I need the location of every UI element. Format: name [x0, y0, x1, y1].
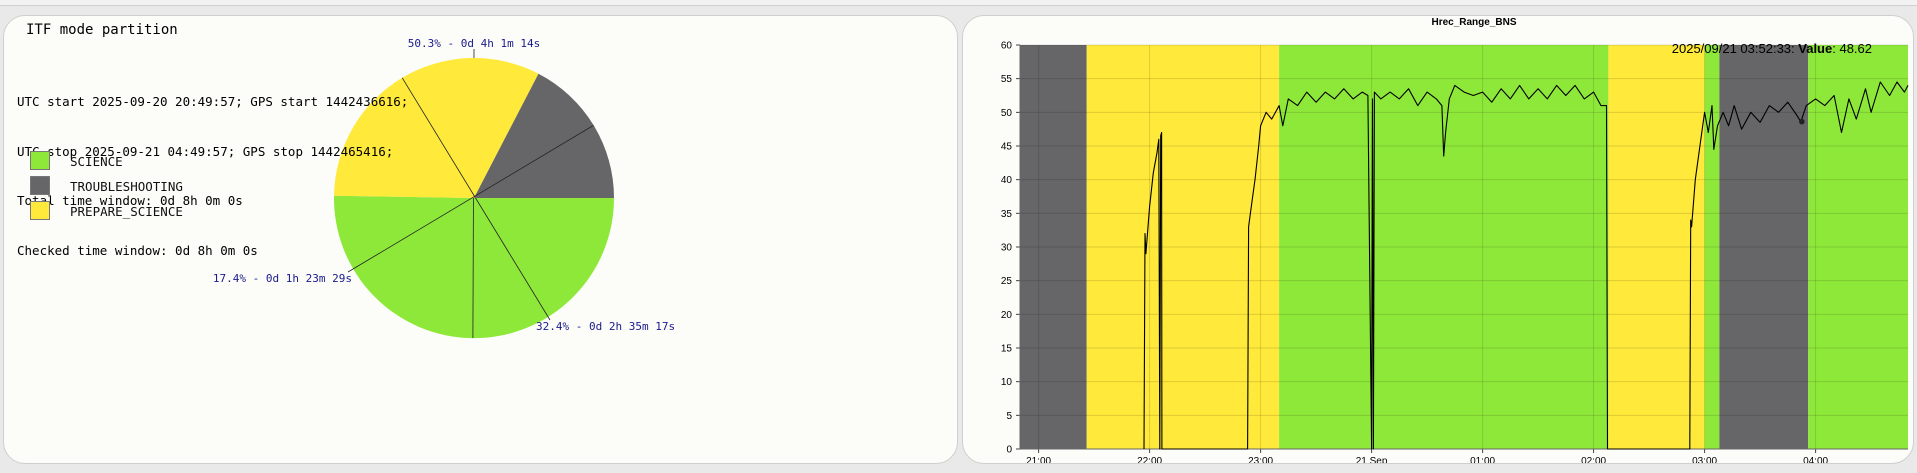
pie-slice-label: 50.3% - 0d 4h 1m 14s — [408, 37, 540, 50]
y-tick-label: 30 — [1001, 243, 1013, 254]
readout-value-label: Value — [1798, 41, 1832, 56]
panel-title: ITF mode partition — [26, 22, 178, 38]
x-tick-label: 02:00 — [1581, 456, 1606, 464]
info-line-total-window: Total time window: 0d 8h 0m 0s — [17, 193, 243, 208]
y-tick-label: 25 — [1001, 276, 1013, 287]
x-tick-label: 21 Sep — [1356, 456, 1388, 464]
series-line — [1143, 81, 1909, 450]
chart-title: Hrec_Range_BNS — [1431, 17, 1516, 28]
y-tick-label: 50 — [1001, 108, 1013, 119]
y-tick-label: 10 — [1001, 377, 1013, 388]
y-tick-label: 40 — [1001, 175, 1013, 186]
x-tick-label: 04:00 — [1803, 456, 1828, 464]
info-line-utc-start: UTC start 2025-09-20 20:49:57; GPS start… — [17, 94, 409, 109]
x-tick-label: 01:00 — [1470, 456, 1495, 464]
y-tick-label: 60 — [1001, 41, 1013, 52]
y-tick-label: 15 — [1001, 344, 1013, 355]
pie-slice-label: 17.4% - 0d 1h 23m 29s — [213, 272, 352, 285]
y-tick-label: 0 — [1006, 445, 1012, 456]
legend-label: TROUBLESHOOTING — [70, 179, 183, 194]
x-tick-label: 22:00 — [1137, 456, 1162, 464]
legend-swatch — [30, 201, 50, 220]
line-chart[interactable]: Hrec_Range_BNS 0 5 10 15 20 25 30 35 40 45 50 55 60 21… — [963, 16, 1914, 464]
y-tick-label: 35 — [1001, 209, 1013, 220]
pie-slice-label: 32.4% - 0d 2h 35m 17s — [536, 320, 675, 333]
info-line-checked-window: Checked time window: 0d 8h 0m 0s — [17, 242, 258, 258]
y-tick-label: 20 — [1001, 310, 1013, 321]
mode-band-troubleshooting — [1020, 45, 1087, 449]
pie-slice-science — [334, 195, 615, 339]
mode-band-prepare-science — [1086, 45, 1280, 449]
legend-swatch — [30, 176, 50, 195]
pie-slice-prepare-science — [334, 57, 539, 199]
mode-band-science — [1279, 45, 1609, 449]
mode-band-science — [1704, 45, 1720, 449]
y-tick-label: 45 — [1001, 142, 1013, 153]
legend-label: PREPARE_SCIENCE — [70, 204, 183, 219]
x-tick-label: 03:00 — [1692, 456, 1717, 464]
top-strip — [0, 0, 1917, 6]
legend-swatch — [30, 151, 50, 170]
time-window-info: UTC start 2025-09-20 20:49:57; GPS start… — [17, 61, 408, 292]
mode-band-prepare-science — [1608, 45, 1705, 449]
x-tick-label: 21:00 — [1026, 456, 1051, 464]
pie-slice-troubleshooting — [474, 73, 614, 198]
pie-label-leader — [401, 77, 551, 321]
pie-chart: 50.3% - 0d 4h 1m 14s 32.4% - 0d 2h 35m 17… — [213, 37, 675, 339]
mode-band-troubleshooting — [1719, 45, 1809, 449]
readout-time: 2025/09/21 03:52:33: — [1672, 41, 1799, 56]
pie-label-leader — [347, 124, 594, 273]
mode-partition-panel: 50.3% - 0d 4h 1m 14s 32.4% - 0d 2h 35m 17… — [3, 15, 958, 464]
x-tick-label: 23:00 — [1248, 456, 1273, 464]
range-plot-panel: Hrec_Range_BNS 0 5 10 15 20 25 30 35 40 45 50 55 60 21… — [962, 15, 1914, 464]
y-tick-label: 55 — [1001, 74, 1013, 85]
y-tick-label: 5 — [1006, 411, 1012, 422]
hover-marker — [1799, 118, 1805, 125]
readout-value: : 48.62 — [1832, 41, 1872, 56]
value-readout: 2025/09/21 03:52:33: Value: 48.62 — [1672, 41, 1872, 56]
legend-label: SCIENCE — [70, 154, 123, 169]
